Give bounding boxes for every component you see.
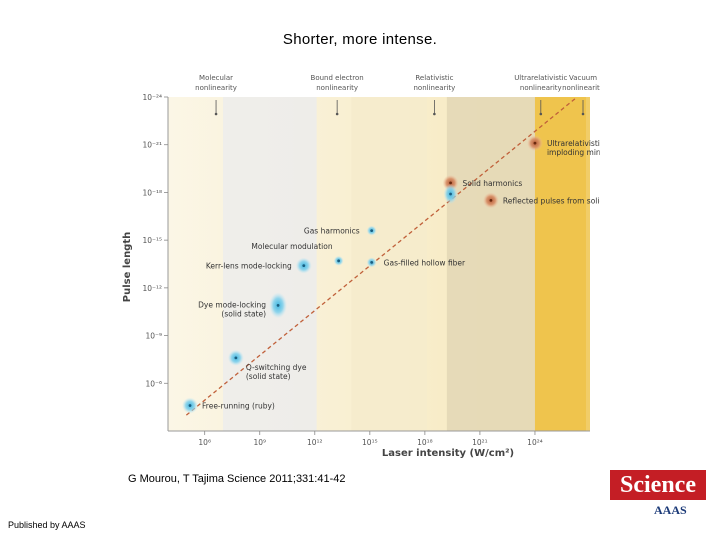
data-point-core bbox=[234, 356, 238, 360]
science-logo-text: Science bbox=[620, 472, 696, 498]
citation: G Mourou, T Tajima Science 2011;331:41-4… bbox=[128, 473, 346, 485]
data-point-core bbox=[370, 261, 374, 264]
y-tick-label: 10⁻¹² bbox=[142, 284, 162, 293]
regime-pointer-dot bbox=[539, 112, 543, 116]
data-point-label: Molecular modulation bbox=[251, 242, 332, 251]
regime-label: Bound electron bbox=[311, 74, 364, 82]
regime-label: nonlinearity bbox=[195, 84, 237, 92]
x-axis-label: Laser intensity (W/cm²) bbox=[382, 448, 514, 459]
x-tick-label: 10²⁴ bbox=[527, 438, 543, 447]
data-point-label: (solid state) bbox=[221, 309, 266, 318]
data-point-label: Ultrarelativistic bbox=[547, 139, 600, 148]
data-point-label: imploding mirror bbox=[547, 148, 600, 157]
data-point-core bbox=[489, 198, 493, 202]
regime-band bbox=[351, 97, 427, 431]
y-axis-label: Pulse length bbox=[122, 232, 133, 302]
y-tick-label: 10⁻⁶ bbox=[145, 379, 162, 388]
y-tick-label: 10⁻¹⁸ bbox=[142, 188, 162, 197]
y-axis-ticks: 10⁻²⁴ 10⁻²¹ 10⁻¹⁸ 10⁻¹⁵ 10⁻¹² 10⁻⁹ 10⁻⁶ bbox=[142, 93, 168, 388]
data-point-core bbox=[533, 141, 537, 145]
data-point-core bbox=[337, 259, 341, 263]
data-point-core bbox=[370, 229, 374, 233]
regime-band bbox=[534, 97, 587, 431]
data-point-label: Dye mode-locking bbox=[198, 300, 266, 309]
regime-band bbox=[586, 97, 590, 431]
regime-pointer-dot bbox=[581, 112, 585, 116]
regime-label: nonlinearity bbox=[520, 84, 562, 92]
regime-label: nonlinearity bbox=[316, 84, 358, 92]
science-logo-box: Science bbox=[610, 470, 706, 500]
science-logo: Science AAAS bbox=[610, 470, 706, 518]
y-tick-label: 10⁻²⁴ bbox=[142, 93, 162, 102]
data-point-core bbox=[276, 303, 280, 307]
data-point-label: (solid state) bbox=[246, 372, 291, 381]
x-tick-label: 10⁹ bbox=[253, 438, 266, 447]
data-point-label: Gas harmonics bbox=[304, 227, 360, 236]
slide-title: Shorter, more intense. bbox=[282, 31, 438, 48]
x-tick-label: 10¹⁸ bbox=[417, 438, 433, 447]
regime-label: nonlinearity bbox=[413, 84, 455, 92]
regime-band bbox=[446, 97, 535, 431]
x-axis-ticks: 10⁶ 10⁹ 10¹² 10¹⁵ 10¹⁸ 10²¹ 10²⁴ bbox=[198, 431, 543, 447]
regime-label: Relativistic bbox=[415, 74, 453, 82]
y-tick-label: 10⁻¹⁵ bbox=[142, 236, 162, 245]
regime-label: Vacuum bbox=[569, 74, 597, 82]
aaas-logo-text: AAAS bbox=[654, 503, 687, 517]
regime-pointer-dot bbox=[335, 112, 339, 116]
regime-pointer-dot bbox=[433, 112, 436, 116]
x-tick-label: 10⁶ bbox=[198, 438, 211, 447]
pulse-length-chart: Molecular nonlinearity Bound electron nonli… bbox=[122, 74, 610, 459]
publisher-note: Published by AAAS bbox=[8, 520, 86, 530]
regime-label: Molecular bbox=[199, 74, 233, 82]
data-point-core bbox=[449, 192, 452, 196]
data-point-label: Free-running (ruby) bbox=[202, 402, 275, 411]
data-point-label: Q-switching dye bbox=[246, 363, 307, 372]
regime-pointer-dot bbox=[214, 112, 218, 116]
x-tick-label: 10¹² bbox=[307, 438, 323, 447]
regime-labels: Molecular nonlinearity Bound electron nonli… bbox=[195, 74, 604, 116]
figure: Molecular nonlinearity Bound electron nonli… bbox=[118, 62, 610, 462]
data-point-label: Reflected pulses from solid bbox=[503, 196, 600, 205]
y-tick-label: 10⁻²¹ bbox=[142, 141, 162, 150]
x-tick-label: 10²¹ bbox=[472, 438, 488, 447]
data-point-core bbox=[449, 181, 452, 185]
data-point-label: Kerr-lens mode-locking bbox=[206, 262, 292, 271]
regime-label: Ultrarelativistic bbox=[514, 74, 567, 82]
regime-label: nonlinearity bbox=[562, 84, 600, 92]
x-tick-label: 10¹⁵ bbox=[362, 438, 378, 447]
data-point-label: Gas-filled hollow fiber bbox=[384, 258, 466, 267]
data-point-core bbox=[188, 404, 192, 407]
data-points: Free-running (ruby)Q-switching dye(solid… bbox=[182, 135, 610, 414]
data-point-core bbox=[302, 264, 306, 267]
data-point-label: Solid harmonics bbox=[463, 179, 523, 188]
y-tick-label: 10⁻⁹ bbox=[145, 332, 162, 341]
